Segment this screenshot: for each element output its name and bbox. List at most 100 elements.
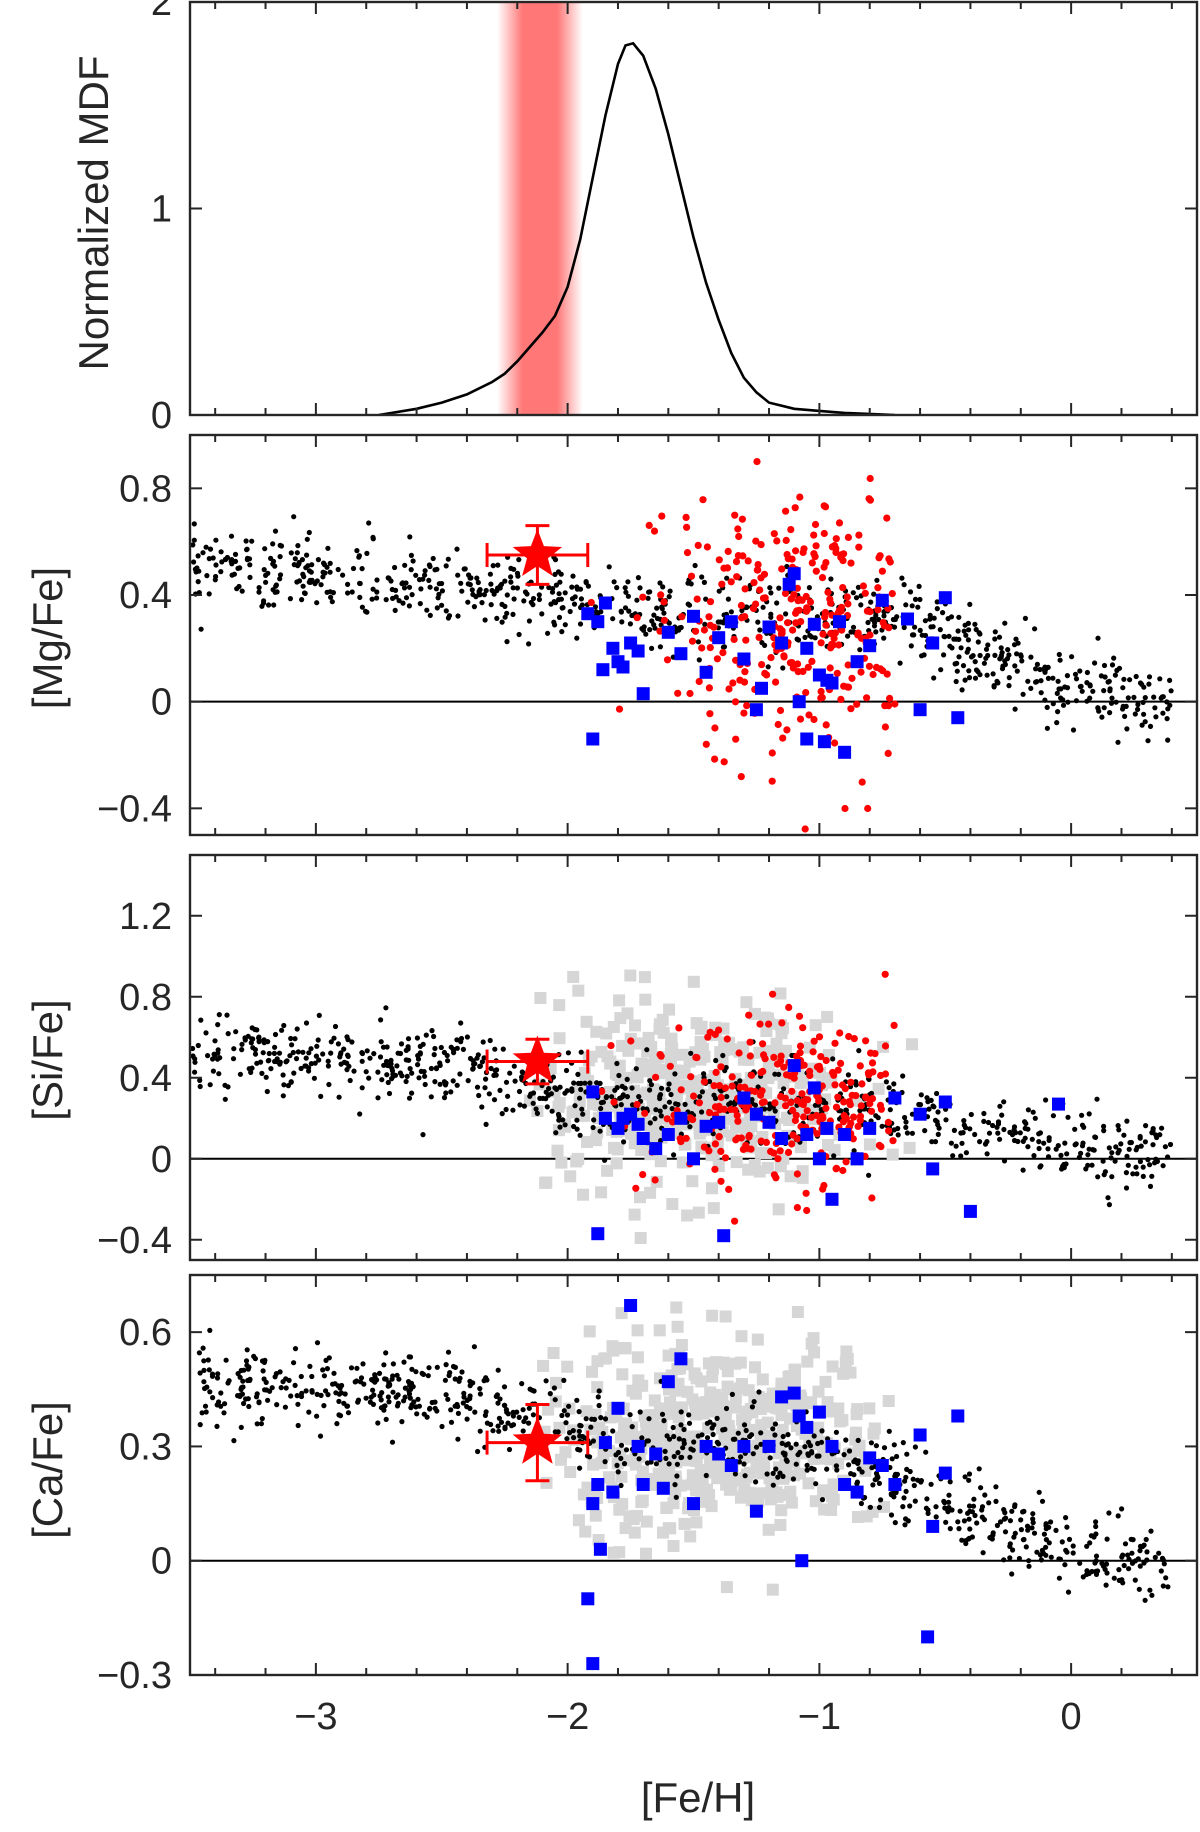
black-point: [370, 534, 376, 541]
black-point: [295, 1049, 301, 1055]
black-point: [429, 1399, 435, 1406]
black-point: [406, 603, 412, 609]
black-point: [315, 1037, 321, 1043]
black-point: [265, 1039, 271, 1045]
black-point: [197, 1422, 203, 1428]
black-point: [688, 581, 694, 587]
black-point: [301, 590, 308, 596]
black-point: [309, 1373, 315, 1380]
black-point: [695, 639, 702, 645]
red-point: [834, 1066, 842, 1074]
black-point: [332, 1023, 339, 1030]
black-point: [602, 1157, 608, 1163]
gray-square: [827, 1478, 840, 1491]
black-point: [1036, 1145, 1042, 1152]
red-point: [881, 970, 889, 978]
black-point: [865, 619, 871, 626]
gray-square: [631, 1509, 643, 1522]
gray-square: [702, 1422, 715, 1435]
black-point: [443, 1090, 449, 1096]
black-point: [553, 582, 560, 588]
red-point: [821, 613, 829, 621]
black-point: [1137, 1548, 1143, 1554]
black-point: [674, 1461, 681, 1467]
black-point: [758, 1430, 764, 1436]
x-tick-label: 0: [1061, 1696, 1082, 1738]
black-point: [519, 1069, 525, 1075]
blue-square: [636, 1478, 650, 1491]
gray-square: [714, 1463, 727, 1476]
black-point: [321, 1373, 327, 1379]
black-point: [266, 1050, 272, 1057]
blue-square: [611, 1121, 625, 1135]
black-point: [277, 572, 284, 578]
black-point: [335, 566, 341, 573]
black-point: [495, 1423, 501, 1429]
panel-si: −0.400.40.81.2 [Si/Fe]: [24, 853, 1199, 1262]
blue-square: [687, 1497, 700, 1511]
blue-square: [850, 1152, 864, 1166]
black-point: [973, 626, 979, 633]
red-point: [848, 674, 856, 682]
black-point: [417, 1043, 423, 1049]
black-point: [1121, 1132, 1127, 1138]
black-point: [985, 642, 991, 648]
red-point: [792, 547, 800, 555]
black-point: [910, 1476, 916, 1482]
gray-square: [586, 1365, 598, 1378]
black-point: [318, 1093, 324, 1099]
black-point: [406, 1391, 413, 1397]
black-point: [461, 1390, 467, 1396]
red-point: [694, 541, 702, 550]
panel-mdf: 012 Normalized MDF: [70, 0, 1199, 437]
black-point: [657, 1108, 663, 1114]
black-point: [955, 1519, 961, 1525]
red-point: [717, 1177, 725, 1185]
black-point: [1062, 1562, 1068, 1568]
red-point: [889, 1137, 897, 1145]
black-point: [379, 1077, 385, 1083]
red-point: [844, 661, 852, 669]
black-point: [687, 1454, 693, 1460]
black-point: [325, 545, 331, 551]
black-point: [450, 1078, 456, 1084]
black-point: [191, 521, 197, 527]
gray-square: [690, 1455, 703, 1467]
blue-square: [598, 1111, 612, 1125]
black-point: [292, 1036, 298, 1042]
black-point: [1167, 1141, 1174, 1148]
black-point: [812, 1102, 819, 1108]
red-point: [734, 1134, 742, 1142]
black-point: [244, 547, 250, 553]
black-point: [205, 1357, 211, 1363]
black-point: [510, 611, 516, 618]
black-point: [277, 1369, 283, 1375]
black-point: [248, 1040, 254, 1046]
black-point: [1093, 1134, 1099, 1140]
red-point: [731, 698, 740, 706]
black-point: [938, 667, 944, 673]
black-point: [433, 586, 439, 592]
black-point: [497, 1087, 503, 1093]
target-star: [512, 1035, 563, 1083]
black-point: [1077, 668, 1083, 674]
black-point: [375, 1069, 381, 1075]
ylabel-mg: [Mg/Fe]: [24, 567, 71, 709]
blue-square: [674, 647, 688, 661]
red-point: [839, 584, 847, 592]
red-point: [737, 601, 746, 610]
red-point: [794, 597, 802, 605]
black-point: [451, 1050, 457, 1056]
red-point: [721, 1084, 730, 1092]
black-point: [959, 1140, 965, 1146]
black-point: [292, 556, 298, 562]
red-point: [791, 504, 799, 512]
black-point: [780, 1473, 786, 1479]
black-point: [571, 1080, 577, 1086]
black-point: [678, 1409, 684, 1415]
gray-square: [777, 1152, 790, 1165]
axes-frame: [188, 433, 1199, 837]
black-point: [1100, 1158, 1106, 1164]
red-point: [865, 662, 874, 670]
black-point: [331, 1035, 337, 1041]
